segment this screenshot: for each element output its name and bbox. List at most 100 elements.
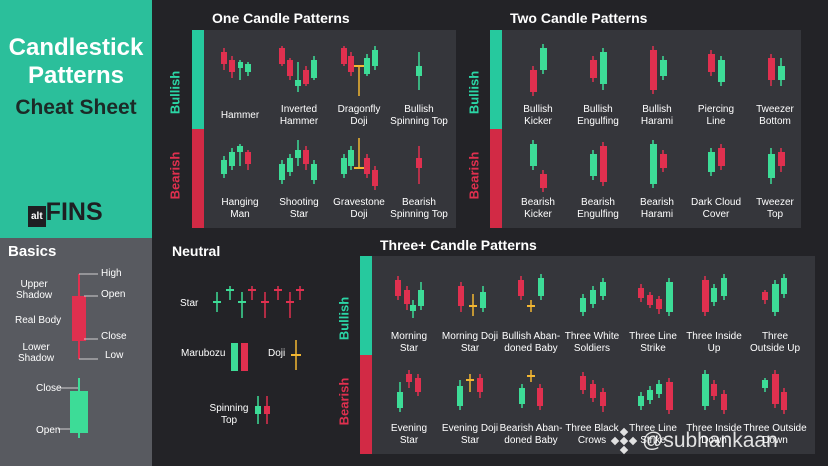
pattern-label-evening-doji-star: Evening Doji Star bbox=[435, 423, 505, 447]
pattern-label-line: Three Inside bbox=[686, 331, 742, 342]
pattern-label-line: Strike bbox=[640, 435, 666, 446]
pattern-label-line: Bearish bbox=[581, 197, 615, 208]
section-title-two: Two Candle Patterns bbox=[510, 10, 648, 26]
pattern-label-line: Shooting bbox=[279, 197, 319, 208]
pattern-label-line: Star bbox=[460, 435, 480, 446]
pattern-label-line: Bearish bbox=[640, 197, 674, 208]
pattern-label-line: Spinning Top bbox=[390, 209, 448, 220]
three-candle-panel bbox=[360, 256, 815, 454]
pattern-label-line: Crows bbox=[577, 435, 607, 446]
pattern-label-line: doned Baby bbox=[504, 343, 558, 354]
neutral-label-marubozu: Marubozu bbox=[181, 348, 226, 359]
pattern-label-line: Tweezer bbox=[756, 104, 794, 115]
neutral-label-doji: Doji bbox=[268, 348, 286, 359]
pattern-label-line: Top bbox=[766, 209, 784, 220]
title-line-1: Candlestick bbox=[8, 34, 144, 61]
lower-shadow-line1: Lower bbox=[22, 342, 50, 353]
pattern-label-line: Hanging bbox=[221, 197, 259, 208]
pattern-label-line: Evening bbox=[390, 423, 428, 434]
spinning-line1: Spinning bbox=[209, 403, 249, 414]
pattern-label-piercing-line: Piercing Line bbox=[681, 104, 751, 128]
pattern-label-line: Engulfing bbox=[577, 116, 619, 127]
pattern-label-line: Down bbox=[762, 435, 788, 446]
pattern-label-line: Morning bbox=[390, 331, 428, 342]
two-bear-bar bbox=[490, 129, 502, 228]
pattern-label-line: Gravestone bbox=[333, 197, 385, 208]
pattern-label-line: Star bbox=[399, 435, 419, 446]
pattern-label-line: Inverted bbox=[280, 104, 318, 115]
label-low: Low bbox=[105, 350, 124, 361]
pattern-label-line: Down bbox=[701, 435, 727, 446]
pattern-label-tweezer-bottom: Tweezer Bottom bbox=[740, 104, 810, 128]
pattern-label-line: Spinning Top bbox=[390, 116, 448, 127]
pattern-label-three-inside-down: Three Inside Down bbox=[679, 423, 749, 447]
pattern-label-bearish-engulfing: Bearish Engulfing bbox=[563, 197, 633, 221]
pattern-label-line: Evening Doji bbox=[441, 423, 499, 434]
label-real-body: Real Body bbox=[15, 315, 62, 326]
pattern-label-three-outside-down: Three Outside Down bbox=[740, 423, 810, 447]
pattern-label-hanging-man: Hanging Man bbox=[205, 197, 275, 221]
section-title-one: One Candle Patterns bbox=[212, 10, 350, 26]
label-high: High bbox=[101, 268, 122, 279]
pattern-label-line: Cover bbox=[702, 209, 730, 220]
pattern-label-line: Strike bbox=[640, 343, 666, 354]
pattern-label-line: Harami bbox=[640, 116, 674, 127]
label-close: Close bbox=[101, 331, 127, 342]
pattern-label-line: Bullish bbox=[583, 104, 613, 115]
spinning-line2: Top bbox=[220, 415, 238, 426]
pattern-label-line: Hammer bbox=[220, 110, 260, 121]
pattern-label-tweezer-top: Tweezer Top bbox=[740, 197, 810, 221]
pattern-label-bullish-engulfing: Bullish Engulfing bbox=[563, 104, 633, 128]
basics-diagram bbox=[58, 273, 98, 438]
pattern-label-line: Three Line bbox=[629, 423, 677, 434]
pattern-label-line: Doji bbox=[350, 116, 368, 127]
pattern-label-morning-star: Morning Star bbox=[374, 331, 444, 355]
pattern-label-line: Up bbox=[707, 343, 721, 354]
pattern-label-line: Harami bbox=[640, 209, 674, 220]
pattern-label-bullish-spinning-top: Bullish Spinning Top bbox=[384, 104, 454, 128]
one-bull-bar bbox=[192, 30, 204, 129]
lower-shadow-line2: Shadow bbox=[18, 353, 55, 364]
brand-prefix: alt bbox=[28, 206, 46, 227]
pattern-label-line: Three Line bbox=[629, 331, 677, 342]
pattern-label-line: Engulfing bbox=[577, 209, 619, 220]
title-line-3: Cheat Sheet bbox=[15, 96, 137, 119]
pattern-label-bullish-kicker: Bullish Kicker bbox=[503, 104, 573, 128]
one-candle-panel bbox=[192, 30, 456, 228]
pattern-label-line: Three White bbox=[564, 331, 620, 342]
pattern-label-line: Line bbox=[706, 116, 726, 127]
pattern-label-line: Three Inside bbox=[686, 423, 742, 434]
section-title-neutral: Neutral bbox=[172, 243, 221, 259]
pattern-label-dark-cloud-cover: Dark Cloud Cover bbox=[681, 197, 751, 221]
pattern-label-line: Bearish Aban- bbox=[499, 423, 563, 434]
pattern-label-line: Star bbox=[460, 343, 480, 354]
pattern-label-three-white-soldiers: Three White Soldiers bbox=[557, 331, 627, 355]
pattern-label-line: Bearish bbox=[402, 197, 436, 208]
neutral-label-spinning-top: Spinning Top bbox=[208, 403, 250, 427]
label-upper-shadow: Upper Shadow bbox=[16, 279, 52, 301]
neutral-label-star: Star bbox=[180, 298, 199, 309]
pattern-label-line: Tweezer bbox=[756, 197, 794, 208]
pattern-label-bearish-spinning-top: Bearish Spinning Top bbox=[384, 197, 454, 221]
pattern-label-line: Soldiers bbox=[573, 343, 611, 354]
one-bear-bar bbox=[192, 129, 204, 228]
upper-shadow-line1: Upper bbox=[20, 279, 48, 290]
pattern-label-line: Three Black bbox=[565, 423, 619, 434]
brand-logo: alt FINS bbox=[28, 198, 103, 227]
pattern-label-three-outside-up: Three Outside Up bbox=[740, 331, 810, 355]
pattern-label-line: Star bbox=[399, 343, 419, 354]
pattern-label-inverted-hammer: Inverted Hammer bbox=[264, 104, 334, 128]
pattern-label-line: Kicker bbox=[524, 209, 552, 220]
pattern-label-line: Three Outside bbox=[743, 423, 807, 434]
pattern-label-hammer: Hammer bbox=[205, 110, 275, 122]
pattern-label-three-line-strike-bear: Three Line Strike bbox=[618, 423, 688, 447]
pattern-label-line: Kicker bbox=[524, 116, 552, 127]
brand-name: FINS bbox=[45, 198, 103, 226]
title-line-2: Patterns bbox=[27, 62, 125, 89]
pattern-label-bearish-harami: Bearish Harami bbox=[622, 197, 692, 221]
pattern-label-line: Morning Doji bbox=[441, 331, 499, 342]
pattern-label-line: Outside Up bbox=[749, 343, 801, 354]
pattern-label-line: Bullish Aban- bbox=[501, 331, 561, 342]
watermark: @subhankaan bbox=[610, 427, 778, 455]
pattern-label-bearish-abandoned-baby: Bearish Aban-doned Baby bbox=[496, 423, 566, 447]
